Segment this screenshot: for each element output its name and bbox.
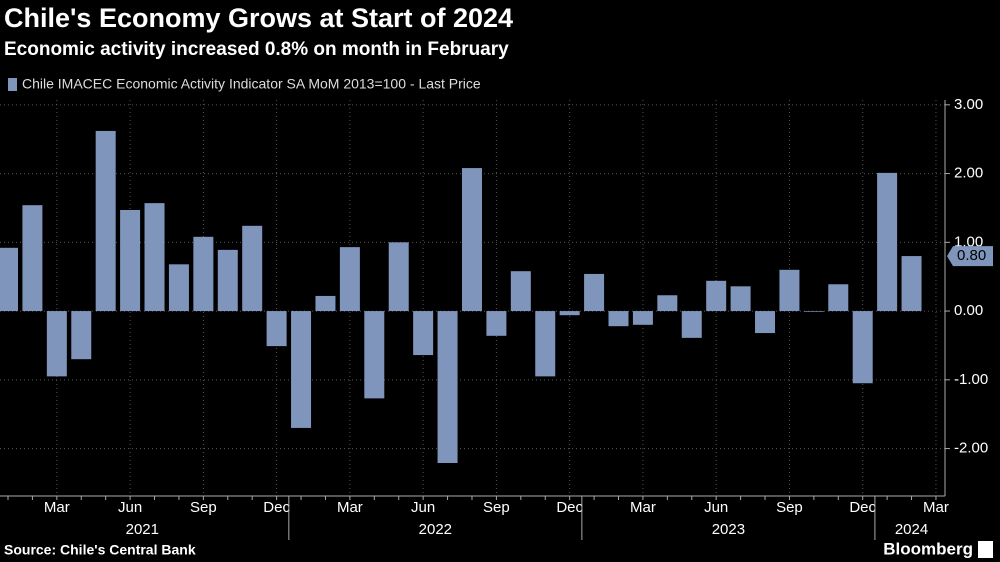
bar bbox=[681, 311, 702, 338]
x-tick-label: Jun bbox=[118, 499, 142, 516]
bar bbox=[315, 295, 336, 312]
chart-subtitle: Economic activity increased 0.8% on mont… bbox=[4, 39, 509, 60]
y-tick-label: -2.00 bbox=[954, 440, 988, 457]
legend-swatch bbox=[8, 78, 17, 91]
bar bbox=[144, 203, 165, 312]
bar bbox=[852, 311, 873, 384]
x-tick-label: Sep bbox=[190, 499, 217, 516]
y-tick-label: -1.00 bbox=[954, 371, 988, 388]
bar bbox=[437, 311, 458, 463]
bar bbox=[95, 130, 116, 312]
year-label: 2021 bbox=[126, 521, 159, 538]
bar bbox=[779, 269, 800, 312]
bar bbox=[339, 247, 360, 312]
x-tick-label: Mar bbox=[337, 499, 363, 516]
y-tick-label: 3.00 bbox=[954, 96, 983, 113]
brand-icon bbox=[978, 541, 993, 558]
bar bbox=[828, 284, 849, 312]
bar bbox=[120, 210, 141, 312]
bar bbox=[71, 311, 92, 360]
x-tick-label: Dec bbox=[556, 499, 583, 516]
bar bbox=[901, 256, 922, 312]
brand: Bloomberg bbox=[883, 539, 973, 558]
last-price-label: 0.80 bbox=[957, 247, 986, 264]
x-tick-label: Sep bbox=[483, 499, 510, 516]
bar bbox=[46, 311, 67, 377]
y-tick-label: 1.00 bbox=[954, 233, 983, 250]
bar bbox=[730, 286, 751, 312]
x-tick-label: Dec bbox=[849, 499, 876, 516]
year-label: 2024 bbox=[895, 521, 928, 538]
x-tick-label: Jun bbox=[411, 499, 435, 516]
bar bbox=[584, 273, 605, 312]
bar bbox=[559, 311, 580, 316]
bar bbox=[266, 311, 287, 347]
y-tick-label: 2.00 bbox=[954, 165, 983, 182]
x-tick-label: Mar bbox=[923, 499, 949, 516]
bar bbox=[510, 271, 531, 312]
source: Source: Chile's Central Bank bbox=[4, 542, 196, 558]
bar bbox=[608, 311, 629, 327]
x-tick-label: Sep bbox=[776, 499, 803, 516]
y-tick-label: 0.00 bbox=[954, 302, 983, 319]
bar bbox=[877, 172, 898, 312]
x-tick-label: Dec bbox=[263, 499, 290, 516]
bar bbox=[706, 280, 727, 312]
bar bbox=[193, 236, 214, 312]
year-label: 2022 bbox=[419, 521, 452, 538]
bar bbox=[657, 295, 678, 312]
bar bbox=[242, 225, 263, 312]
bar bbox=[461, 168, 482, 312]
bar bbox=[413, 311, 434, 356]
year-label: 2023 bbox=[712, 521, 745, 538]
bar bbox=[755, 311, 776, 334]
x-tick-label: Jun bbox=[704, 499, 728, 516]
x-tick-label: Mar bbox=[630, 499, 656, 516]
bar bbox=[535, 311, 556, 377]
bar bbox=[632, 311, 653, 325]
bar bbox=[388, 242, 409, 312]
x-tick-label: Mar bbox=[44, 499, 70, 516]
bar bbox=[168, 264, 189, 312]
bar bbox=[291, 311, 312, 428]
bar bbox=[0, 247, 18, 312]
bar bbox=[486, 311, 507, 336]
bar bbox=[217, 249, 238, 312]
legend-label: Chile IMACEC Economic Activity Indicator… bbox=[22, 76, 481, 92]
bar bbox=[364, 311, 385, 399]
bar bbox=[22, 205, 43, 312]
chart-title: Chile's Economy Grows at Start of 2024 bbox=[4, 3, 513, 33]
bar bbox=[803, 311, 824, 312]
last-price-tag bbox=[947, 246, 993, 267]
